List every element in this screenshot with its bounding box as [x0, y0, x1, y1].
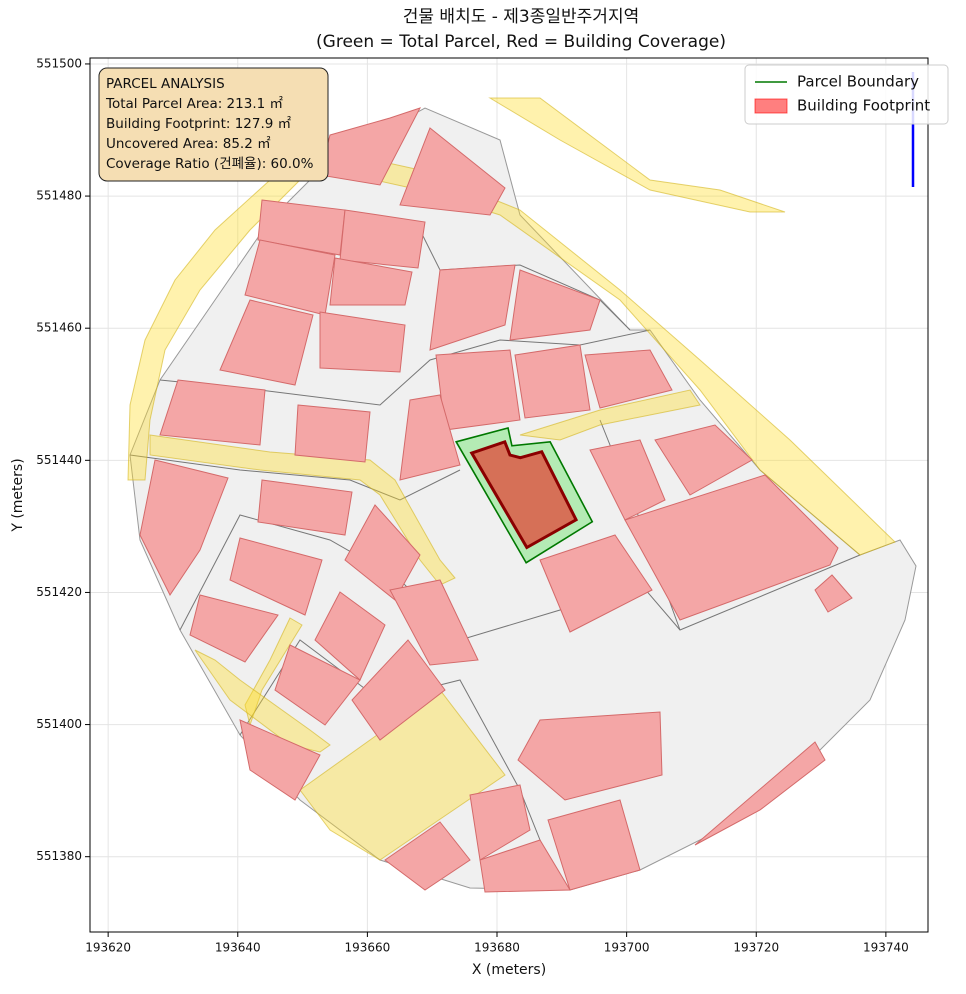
chart-title: 건물 배치도 - 제3종일반주거지역: [403, 7, 639, 27]
building: [239, 719, 321, 801]
road: [519, 389, 701, 441]
data-layer: [454, 426, 594, 564]
building: [319, 311, 406, 373]
background-map: [127, 97, 917, 893]
building: [257, 479, 353, 536]
annotation-line: Coverage Ratio (건폐율): 60.0%: [106, 156, 314, 172]
legend-box: [744, 64, 949, 125]
y-tick-label: 551440: [36, 453, 82, 467]
building: [589, 439, 666, 521]
building: [189, 594, 279, 663]
legend-label: Parcel Boundary: [797, 73, 919, 91]
building: [389, 579, 479, 666]
building-footprint: [469, 439, 579, 550]
y-tick-label: 551400: [36, 717, 82, 731]
annotation-heading: PARCEL ANALYSIS: [106, 76, 225, 92]
y-tick-label: 551460: [36, 321, 82, 335]
y-tick-label: 551500: [36, 56, 82, 70]
road: [488, 97, 786, 213]
building: [539, 534, 653, 633]
road: [194, 649, 331, 753]
x-tick-label: 193700: [604, 941, 650, 955]
building: [814, 574, 853, 613]
building: [584, 349, 673, 409]
building: [694, 741, 826, 846]
building: [294, 404, 371, 463]
x-tick-label: 193720: [733, 941, 779, 955]
building: [514, 344, 591, 419]
building: [399, 394, 461, 481]
building: [654, 424, 753, 496]
building: [159, 379, 266, 446]
y-axis-label: Y (meters): [10, 458, 26, 532]
building: [479, 839, 571, 893]
building: [399, 127, 506, 216]
building: [274, 644, 361, 726]
parcel-lines: [129, 454, 461, 501]
building: [229, 537, 323, 616]
annotation-line: Total Parcel Area: 213.1 ㎡: [105, 96, 283, 112]
building: [429, 264, 516, 351]
legend-swatch: [754, 98, 788, 114]
building: [351, 639, 446, 741]
legend-label: Building Footprint: [797, 97, 930, 115]
x-tick-label: 193660: [344, 941, 390, 955]
y-tick-label: 551420: [36, 585, 82, 599]
annotation-box: [98, 67, 329, 182]
building: [509, 269, 601, 341]
y-tick-label: 551480: [36, 189, 82, 203]
building: [547, 799, 641, 891]
x-tick-label: 193740: [863, 941, 909, 955]
building: [219, 299, 314, 386]
building: [329, 257, 413, 306]
building: [517, 711, 663, 801]
x-tick-label: 193680: [474, 941, 520, 955]
y-tick-label: 551380: [36, 849, 82, 863]
x-tick-label: 193640: [215, 941, 261, 955]
building: [435, 349, 521, 431]
legend: Parcel Boundary Building Footprint: [744, 64, 949, 125]
x-axis-label: X (meters): [472, 962, 546, 978]
x-tick-label: 193620: [85, 941, 131, 955]
annotation-line: Uncovered Area: 85.2 ㎡: [106, 136, 271, 152]
chart-subtitle: (Green = Total Parcel, Red = Building Co…: [316, 32, 726, 52]
building: [139, 459, 229, 596]
building: [469, 784, 531, 861]
plot-frame: [89, 57, 929, 933]
building: [624, 474, 839, 621]
building: [384, 821, 471, 891]
annotation-line: Building Footprint: 127.9 ㎡: [106, 116, 292, 132]
building: [339, 209, 426, 269]
